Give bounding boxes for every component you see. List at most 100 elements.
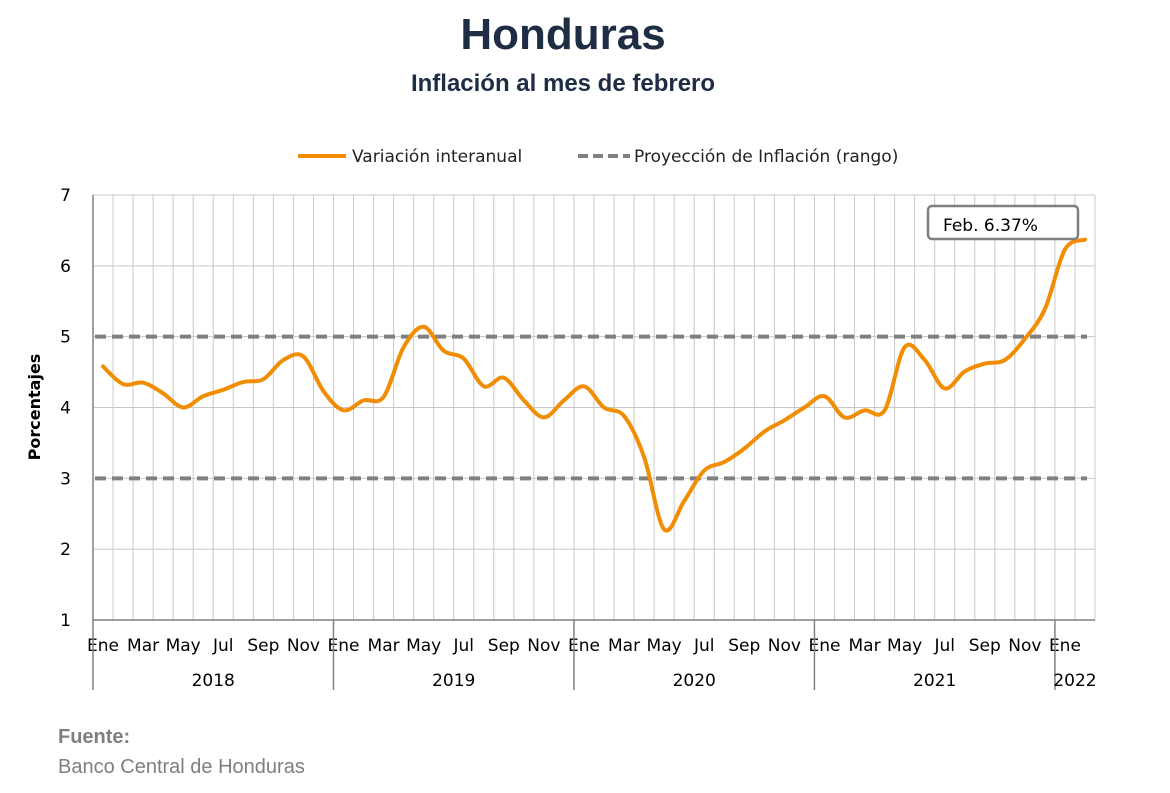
- series-point: [1023, 337, 1027, 341]
- series-point: [802, 405, 807, 410]
- series-point: [983, 362, 987, 366]
- series-point: [181, 405, 185, 410]
- series-point: [1063, 247, 1067, 252]
- x-tick-label: Jul: [933, 636, 955, 656]
- y-tick-label: 1: [60, 611, 71, 631]
- x-tick-label: Ene: [808, 636, 840, 656]
- x-tick-label: Mar: [127, 636, 159, 656]
- callout-label: Feb. 6.37%: [943, 216, 1038, 236]
- series-line-variacion-interanual: [101, 237, 1087, 533]
- series-point: [121, 382, 125, 386]
- year-label: 2022: [1053, 671, 1096, 691]
- series-point: [782, 418, 787, 422]
- series-point: [1003, 358, 1007, 362]
- series-point: [662, 527, 666, 531]
- x-axis-month-ticks: Ene Mar May Jul Sep Nov Ene Mar May Jul Sep Nov Ene M…: [87, 636, 1081, 656]
- series-point: [141, 381, 145, 385]
- x-tick-label: Mar: [368, 636, 400, 656]
- x-tick-label: Mar: [849, 636, 881, 656]
- legend-target-label: Proyección de Inflación (rango): [634, 147, 898, 167]
- series-point: [201, 394, 205, 398]
- series-points: [101, 238, 1087, 531]
- y-tick-label: 4: [60, 399, 71, 419]
- chart-title: Honduras: [460, 10, 666, 59]
- x-tick-label: Nov: [287, 636, 320, 656]
- source-text: Banco Central de Honduras: [58, 756, 305, 778]
- year-label: 2019: [432, 671, 475, 691]
- year-label: 2018: [192, 671, 235, 691]
- series-point: [582, 384, 586, 388]
- chart-subtitle: Inflación al mes de febrero: [410, 70, 716, 97]
- series-point: [482, 384, 486, 388]
- x-tick-label: May: [887, 636, 922, 656]
- series-point: [301, 354, 305, 359]
- series-point: [622, 414, 626, 418]
- inflation-line-chart: Variación interanual Proyección de Infla…: [25, 147, 1097, 691]
- value-callout: Feb. 6.37%: [926, 204, 1080, 241]
- y-tick-label: 2: [60, 540, 71, 560]
- y-axis-ticks: 1 2 3 4 5 6 7: [60, 186, 71, 631]
- x-tick-label: Ene: [328, 636, 360, 656]
- series-point: [943, 386, 947, 390]
- series-point: [682, 499, 686, 503]
- series-point: [602, 405, 606, 410]
- series-point: [261, 377, 265, 381]
- grid: [92, 194, 1096, 621]
- x-tick-label: Sep: [247, 636, 279, 656]
- series-point: [221, 388, 225, 392]
- series-point: [281, 358, 285, 362]
- series-point: [382, 395, 386, 399]
- x-axis-year-ticks: 2018 2019 2020 2021 2022: [92, 620, 1097, 691]
- y-tick-label: 6: [60, 257, 71, 277]
- x-tick-label: Sep: [488, 636, 520, 656]
- x-tick-label: Ene: [568, 636, 600, 656]
- series-point: [742, 447, 746, 451]
- y-tick-label: 7: [60, 186, 71, 206]
- x-tick-label: Mar: [608, 636, 640, 656]
- series-point: [1043, 307, 1047, 311]
- series-point: [862, 408, 867, 412]
- legend: Variación interanual Proyección de Infla…: [298, 147, 898, 167]
- series-point: [562, 398, 566, 402]
- x-tick-label: Nov: [1008, 636, 1041, 656]
- series-point: [161, 391, 165, 395]
- series-point: [883, 408, 887, 412]
- year-label: 2020: [673, 671, 716, 691]
- series-point: [341, 408, 346, 412]
- x-tick-label: May: [406, 636, 441, 656]
- series-point: [822, 394, 827, 398]
- x-tick-label: Jul: [693, 636, 715, 656]
- axes: [92, 195, 1095, 621]
- series-point: [903, 345, 907, 349]
- series-point: [462, 357, 466, 361]
- series-point: [722, 460, 726, 464]
- target-range-lines: [95, 334, 1087, 481]
- series-point: [101, 364, 105, 368]
- legend-series-label: Variación interanual: [352, 147, 522, 167]
- y-tick-label: 3: [60, 469, 71, 489]
- x-tick-label: May: [166, 636, 201, 656]
- series-point: [762, 430, 766, 434]
- series-point: [642, 455, 646, 459]
- series-point: [1083, 238, 1087, 242]
- series-point: [923, 358, 927, 362]
- x-tick-label: Jul: [212, 636, 234, 656]
- series-point: [361, 398, 366, 402]
- series-point: [522, 398, 526, 402]
- x-tick-label: Jul: [452, 636, 474, 656]
- series-point: [402, 345, 406, 349]
- x-tick-label: May: [647, 636, 682, 656]
- series-point: [542, 415, 546, 419]
- series-point: [842, 415, 847, 419]
- x-tick-label: Ene: [87, 636, 119, 656]
- x-tick-label: Nov: [527, 636, 560, 656]
- callout-box: [926, 204, 1080, 241]
- x-tick-label: Nov: [768, 636, 801, 656]
- source-label: Fuente:: [58, 726, 131, 748]
- series-point: [422, 325, 426, 329]
- series-point: [442, 349, 446, 353]
- series-point: [963, 369, 967, 373]
- x-tick-label: Sep: [969, 636, 1001, 656]
- y-tick-label: 5: [60, 328, 71, 348]
- year-label: 2021: [913, 671, 956, 691]
